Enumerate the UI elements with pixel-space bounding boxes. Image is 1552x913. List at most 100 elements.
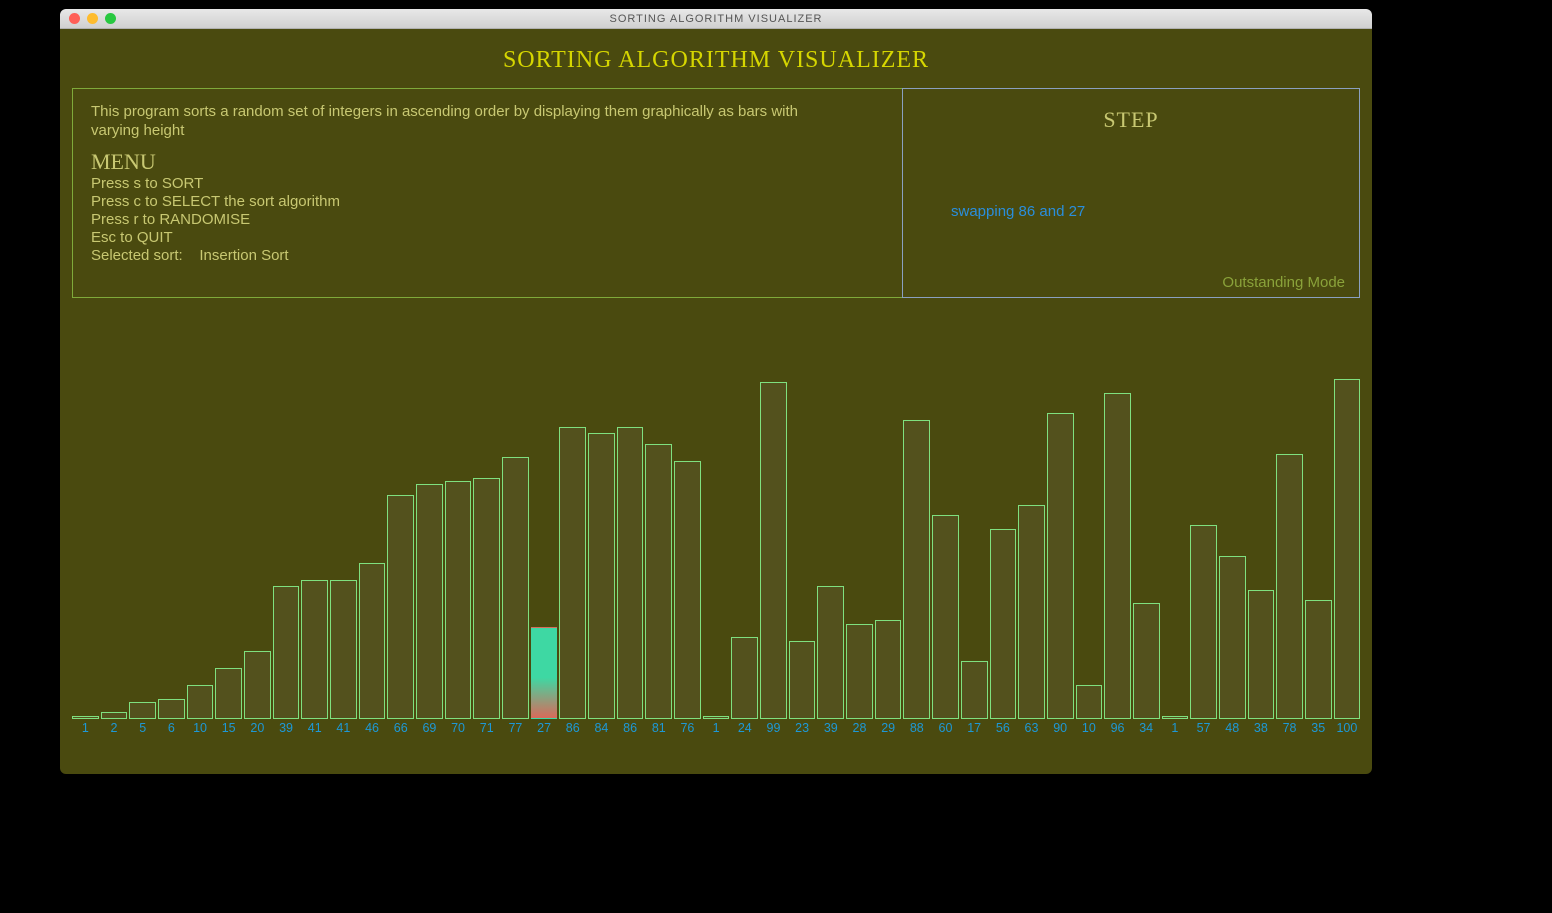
bar (588, 433, 615, 719)
bar (273, 586, 300, 719)
bar (301, 580, 328, 719)
intro-text: This program sorts a random set of integ… (91, 103, 811, 141)
bar (961, 661, 988, 719)
bar-label: 56 (990, 721, 1017, 739)
step-heading: STEP (921, 107, 1341, 133)
menu-heading: MENU (91, 149, 884, 175)
bar (502, 457, 529, 719)
bar (1305, 600, 1332, 719)
menu-line-randomise: Press r to RANDOMISE (91, 211, 884, 229)
bar (1334, 379, 1361, 719)
bar-label: 10 (1076, 721, 1103, 739)
bar (387, 495, 414, 719)
bar-label: 86 (559, 721, 586, 739)
bar-label: 71 (473, 721, 500, 739)
bar-label: 70 (445, 721, 472, 739)
bar-label: 1 (72, 721, 99, 739)
bar (1190, 525, 1217, 719)
menu-line-select: Press c to SELECT the sort algorithm (91, 193, 884, 211)
bar-label: 78 (1276, 721, 1303, 739)
bar-label: 2 (101, 721, 128, 739)
bar-label: 96 (1104, 721, 1131, 739)
bar-label: 48 (1219, 721, 1246, 739)
bar-label: 100 (1334, 721, 1361, 739)
bar-label: 88 (903, 721, 930, 739)
bar (473, 478, 500, 719)
bar-label: 38 (1248, 721, 1275, 739)
bar-label: 84 (588, 721, 615, 739)
bar (101, 712, 128, 719)
bar (760, 382, 787, 719)
chart-area: 1256101520394141466669707177278684868176… (72, 379, 1360, 764)
bar-highlighted (531, 627, 558, 719)
window-titlebar[interactable]: SORTING ALGORITHM VISUALIZER (60, 9, 1372, 29)
menu-line-quit: Esc to QUIT (91, 229, 884, 247)
bar-label: 10 (187, 721, 214, 739)
bar (1018, 505, 1045, 719)
info-panels: This program sorts a random set of integ… (72, 88, 1360, 298)
bar-label: 81 (645, 721, 672, 739)
app-window: SORTING ALGORITHM VISUALIZER SORTING ALG… (60, 9, 1372, 774)
bar (789, 641, 816, 719)
bar (1219, 556, 1246, 719)
bar-label: 76 (674, 721, 701, 739)
bar-label: 41 (301, 721, 328, 739)
bar-label: 29 (875, 721, 902, 739)
step-panel: STEP swapping 86 and 27 Outstanding Mode (902, 88, 1360, 298)
bar-label: 39 (273, 721, 300, 739)
bar-label: 35 (1305, 721, 1332, 739)
bar (1047, 413, 1074, 719)
app-title: SORTING ALGORITHM VISUALIZER (60, 47, 1372, 74)
bar (129, 702, 156, 719)
bar-label: 1 (703, 721, 730, 739)
bar-label: 99 (760, 721, 787, 739)
bar (330, 580, 357, 719)
bar (703, 716, 730, 719)
bar-label: 6 (158, 721, 185, 739)
bar (416, 484, 443, 719)
bar-label: 77 (502, 721, 529, 739)
bar-label: 17 (961, 721, 988, 739)
bar-label: 20 (244, 721, 271, 739)
bar-label: 57 (1190, 721, 1217, 739)
bar (932, 515, 959, 719)
bar (72, 716, 99, 719)
bar-label: 39 (817, 721, 844, 739)
bar (359, 563, 386, 719)
selected-sort-line: Selected sort: Insertion Sort (91, 247, 884, 265)
bar-label: 5 (129, 721, 156, 739)
bar-label: 1 (1162, 721, 1189, 739)
bars-container (72, 379, 1360, 719)
bar (875, 620, 902, 719)
window-title: SORTING ALGORITHM VISUALIZER (60, 13, 1372, 25)
app-content: SORTING ALGORITHM VISUALIZER This progra… (60, 29, 1372, 774)
bar-label: 86 (617, 721, 644, 739)
bar (1076, 685, 1103, 719)
bar (187, 685, 214, 719)
bar (674, 461, 701, 719)
bar (903, 420, 930, 719)
bar (244, 651, 271, 719)
bar-label: 46 (359, 721, 386, 739)
bar-label: 41 (330, 721, 357, 739)
menu-panel: This program sorts a random set of integ… (72, 88, 902, 298)
bar-label: 63 (1018, 721, 1045, 739)
bar-label: 66 (387, 721, 414, 739)
bar (817, 586, 844, 719)
bar (445, 481, 472, 719)
selected-sort-label: Selected sort: (91, 247, 183, 264)
bar (1276, 454, 1303, 719)
labels-container: 1256101520394141466669707177278684868176… (72, 721, 1360, 739)
screenshot-stage: SORTING ALGORITHM VISUALIZER SORTING ALG… (0, 0, 1552, 913)
bar (1248, 590, 1275, 719)
menu-line-sort: Press s to SORT (91, 175, 884, 193)
bar (559, 427, 586, 719)
bar-chart: 1256101520394141466669707177278684868176… (72, 379, 1360, 739)
bar (990, 529, 1017, 719)
selected-sort-value: Insertion Sort (199, 247, 288, 264)
bar-label: 23 (789, 721, 816, 739)
bar (1162, 716, 1189, 719)
bar (731, 637, 758, 719)
mode-label: Outstanding Mode (1222, 274, 1345, 291)
bar-label: 27 (531, 721, 558, 739)
